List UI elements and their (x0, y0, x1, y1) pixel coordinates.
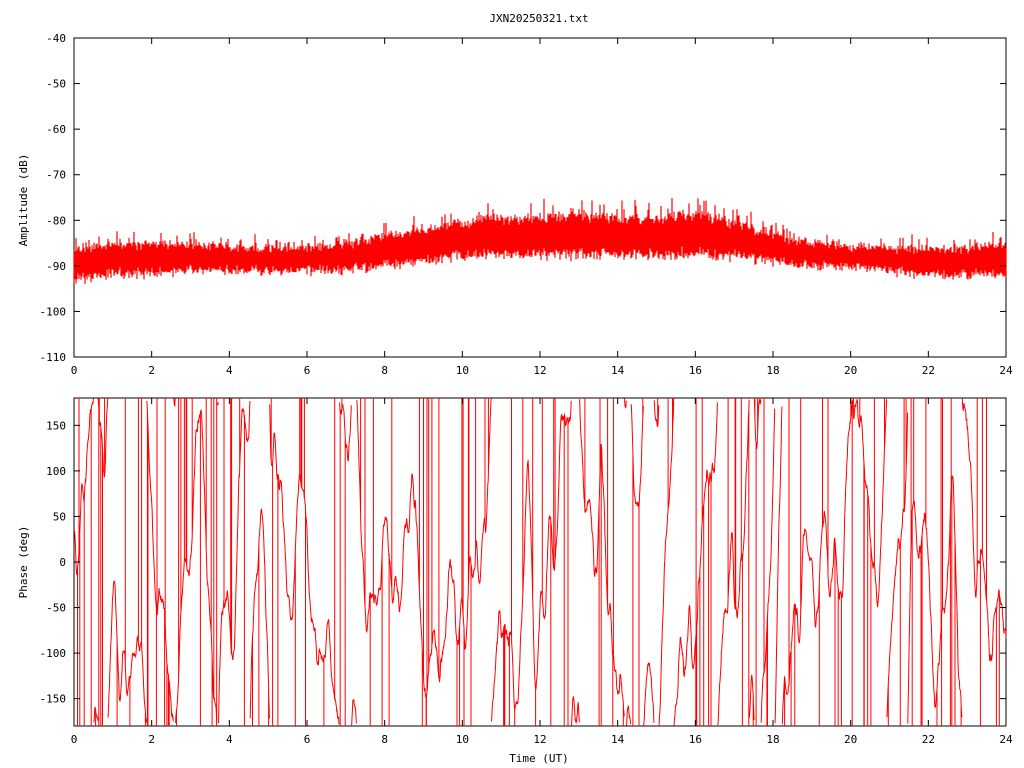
phase-x-tick-label: 10 (456, 733, 469, 746)
amplitude-series (73, 198, 1007, 284)
phase-y-tick-label: 0 (59, 556, 66, 569)
amplitude-x-tick-label: 0 (71, 364, 78, 377)
chart-title: JXN20250321.txt (489, 12, 588, 25)
amplitude-x-tick-label: 24 (999, 364, 1013, 377)
x-axis-label: Time (UT) (509, 752, 569, 765)
phase-x-tick-label: 12 (533, 733, 546, 746)
phase-x-tick-label: 6 (304, 733, 311, 746)
amplitude-y-tick-label: -100 (40, 305, 67, 318)
amplitude-trace (73, 198, 1007, 284)
phase-axes: 0 2 4 6 8 10 12 14 16 18 20 22 24150100500-50-100-15… (40, 398, 1013, 746)
phase-x-tick-label: 22 (922, 733, 935, 746)
amplitude-y-tick-label: -80 (46, 214, 66, 227)
phase-panel: 0 2 4 6 8 10 12 14 16 18 20 22 24150100500-50-100-15… (17, 397, 1013, 746)
phase-y-tick-label: -50 (46, 602, 66, 615)
amplitude-panel: 0 2 4 6 8 10 12 14 16 18 20 22 24-40-50-60-70-80-90-… (17, 32, 1013, 377)
phase-x-tick-label: 4 (226, 733, 233, 746)
amplitude-x-tick-label: 20 (844, 364, 857, 377)
phase-x-tick-label: 24 (999, 733, 1013, 746)
phase-x-tick-label: 8 (381, 733, 388, 746)
amplitude-x-tick-label: 6 (304, 364, 311, 377)
amplitude-x-tick-label: 12 (533, 364, 546, 377)
amplitude-x-tick-label: 16 (689, 364, 702, 377)
amplitude-x-tick-label: 2 (148, 364, 155, 377)
amplitude-x-tick-label: 4 (226, 364, 233, 377)
phase-x-tick-label: 16 (689, 733, 702, 746)
phase-x-tick-label: 14 (611, 733, 625, 746)
amplitude-x-tick-label: 22 (922, 364, 935, 377)
phase-series (73, 397, 1007, 727)
phase-x-tick-label: 2 (148, 733, 155, 746)
phase-y-tick-label: 100 (46, 465, 66, 478)
phase-x-tick-label: 18 (766, 733, 779, 746)
amplitude-y-tick-label: -60 (46, 123, 66, 136)
phase-y-tick-label: -150 (40, 693, 67, 706)
phase-y-axis-label: Phase (deg) (17, 526, 30, 599)
amplitude-y-tick-label: -50 (46, 78, 66, 91)
phase-trace (73, 397, 1007, 727)
amplitude-y-tick-label: -40 (46, 32, 66, 45)
amplitude-plot-frame (73, 37, 1007, 358)
amplitude-x-tick-label: 8 (381, 364, 388, 377)
phase-y-tick-label: 50 (53, 510, 66, 523)
amplitude-x-tick-label: 18 (766, 364, 779, 377)
amplitude-x-tick-label: 14 (611, 364, 625, 377)
amplitude-y-tick-label: -110 (40, 351, 67, 364)
phase-x-tick-label: 20 (844, 733, 857, 746)
amplitude-y-tick-label: -70 (46, 169, 66, 182)
phase-y-tick-label: -100 (40, 647, 67, 660)
amplitude-y-axis-label: Amplitude (dB) (17, 154, 30, 247)
phase-y-tick-label: 150 (46, 419, 66, 432)
amplitude-x-tick-label: 10 (456, 364, 469, 377)
amplitude-axes: 0 2 4 6 8 10 12 14 16 18 20 22 24-40-50-60-70-80-90-… (40, 32, 1013, 377)
phase-x-tick-label: 0 (71, 733, 78, 746)
amplitude-y-tick-label: -90 (46, 260, 66, 273)
